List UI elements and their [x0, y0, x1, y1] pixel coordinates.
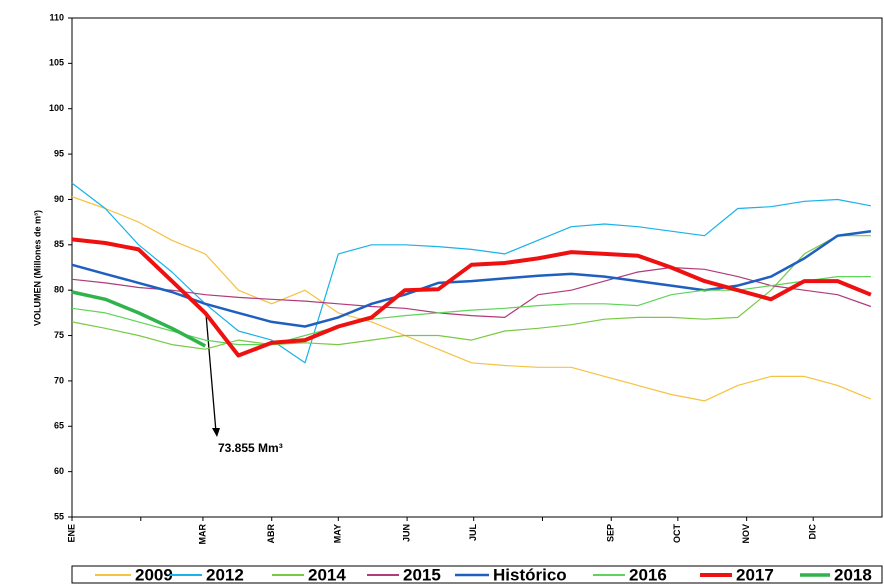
legend-label: 2014	[308, 565, 346, 584]
legend-label: 2017	[736, 565, 774, 584]
x-tick-label: MAY	[333, 524, 343, 543]
y-tick-label: 60	[54, 466, 64, 476]
y-tick-label: 110	[49, 12, 64, 22]
x-tick-label: SEP	[606, 524, 616, 542]
x-tick-label: DIC	[808, 524, 818, 540]
series-line	[71, 196, 872, 402]
x-tick-label: JUL	[468, 524, 478, 542]
x-tick-label: NOV	[741, 524, 751, 544]
y-tick-label: 70	[54, 375, 64, 385]
y-tick-label: 105	[49, 58, 64, 68]
y-tick-label: 55	[54, 511, 64, 521]
x-tick-label: ABR	[266, 524, 276, 544]
series-line	[71, 266, 872, 318]
y-tick-label: 80	[54, 285, 64, 295]
legend-label: 2016	[629, 565, 667, 584]
x-tick-label: JUN	[401, 524, 411, 542]
y-tick-label: 65	[54, 421, 64, 431]
plot-frame	[71, 17, 883, 518]
x-tick-label: ENE	[66, 524, 76, 543]
y-tick-label: 75	[54, 330, 64, 340]
series-line	[71, 290, 207, 348]
y-tick-label: 95	[54, 148, 64, 158]
annotation-arrow-head	[212, 428, 220, 437]
x-tick-label: OCT	[672, 524, 682, 544]
legend-label: 2018	[834, 565, 872, 584]
annotation-arrow	[205, 313, 217, 433]
legend-frame	[71, 565, 883, 584]
series-line	[71, 237, 872, 358]
legend-label: 2009	[135, 565, 173, 584]
legend-label: 2012	[206, 565, 244, 584]
legend-label: Histórico	[493, 565, 567, 584]
legend-label: 2015	[403, 565, 441, 584]
series-line	[71, 229, 872, 328]
y-tick-label: 100	[49, 103, 64, 113]
annotation: 73.855 Mm³	[218, 441, 283, 455]
series-line	[71, 235, 871, 350]
series-line	[71, 276, 871, 346]
y-tick-label: 90	[54, 194, 64, 204]
x-tick-label: MAR	[197, 524, 207, 545]
y-tick-label: 85	[54, 239, 64, 249]
y-axis-label: VOLUMEN (Millones de m³)	[32, 210, 42, 326]
